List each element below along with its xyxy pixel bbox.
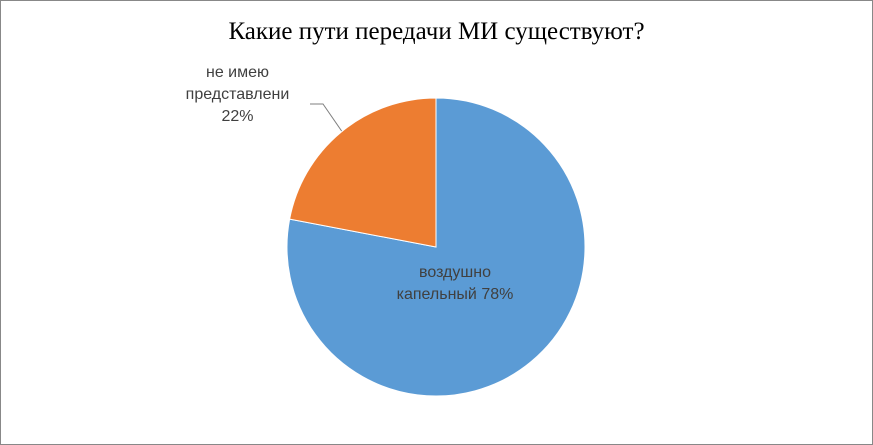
chart-title: Какие пути передачи МИ существуют? (228, 18, 645, 45)
leader-line (310, 103, 344, 134)
category-label: не имею представлени (185, 64, 290, 103)
data-label: воздушно капельный 78% (380, 262, 530, 306)
category-label: воздушно капельный (396, 264, 491, 303)
value-label: 22% (221, 108, 254, 125)
value-label: 78% (481, 286, 514, 303)
data-label: не имею представлени 22% (180, 62, 295, 128)
pie-slice (289, 97, 437, 248)
